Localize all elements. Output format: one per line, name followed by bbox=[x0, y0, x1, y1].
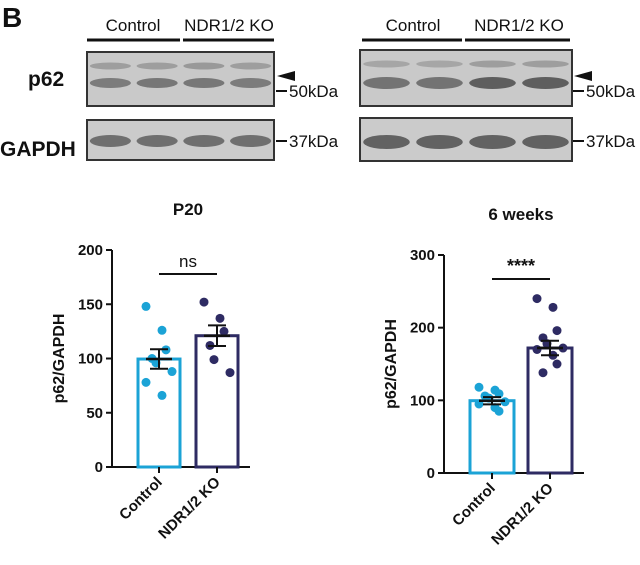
blot-band bbox=[469, 135, 516, 149]
bar bbox=[468, 399, 516, 475]
data-point bbox=[538, 368, 548, 378]
p62-bands bbox=[363, 60, 569, 89]
blot-band bbox=[469, 60, 516, 68]
blot-group-label: NDR1/2 KO bbox=[474, 16, 564, 35]
y-tick-label: 0 bbox=[95, 459, 103, 476]
data-point bbox=[494, 406, 504, 416]
band-arrowhead bbox=[574, 71, 592, 81]
blot-band bbox=[363, 60, 410, 68]
data-point bbox=[199, 297, 209, 307]
blot-band bbox=[230, 135, 272, 147]
blot-right: Control NDR1/2 KO 50kDa 37kDa bbox=[359, 16, 636, 162]
blot-band bbox=[183, 62, 225, 70]
data-point bbox=[141, 377, 151, 387]
bar bbox=[194, 334, 240, 469]
gapdh-bands bbox=[89, 135, 272, 147]
y-axis-label: p62/GAPDH bbox=[51, 314, 68, 404]
data-point bbox=[157, 390, 167, 400]
p62-row-label: p62 bbox=[28, 68, 64, 91]
blot-band bbox=[230, 78, 272, 88]
x-tick-label: NDR1/2 KO bbox=[488, 480, 557, 549]
y-tick-label: 200 bbox=[410, 320, 435, 337]
blot-band bbox=[183, 135, 225, 147]
blot-band bbox=[136, 78, 178, 88]
blot-band bbox=[469, 77, 516, 89]
blot-band bbox=[416, 60, 463, 68]
data-point bbox=[548, 302, 558, 312]
y-tick-label: 100 bbox=[78, 351, 103, 368]
data-point bbox=[141, 301, 151, 311]
blot-band bbox=[522, 77, 569, 89]
blot-band bbox=[522, 60, 569, 68]
gapdh-row-label: GAPDH bbox=[0, 138, 76, 161]
panel-label: B bbox=[2, 2, 22, 33]
marker-37kda: 37kDa bbox=[586, 132, 636, 151]
data-point bbox=[532, 344, 542, 354]
data-point bbox=[157, 325, 167, 335]
data-point bbox=[552, 359, 562, 369]
bar bbox=[136, 357, 182, 469]
y-tick-label: 0 bbox=[427, 465, 435, 482]
blot-group-label: NDR1/2 KO bbox=[184, 16, 274, 35]
blot-left: Control NDR1/2 KO p62 GAPDH 50kDa 37kDa bbox=[0, 16, 339, 161]
blot-group-label: Control bbox=[106, 16, 161, 35]
y-tick-label: 150 bbox=[78, 296, 103, 313]
gapdh-bands bbox=[363, 135, 569, 149]
data-point bbox=[209, 355, 219, 365]
data-point bbox=[494, 389, 504, 399]
y-tick-label: 200 bbox=[78, 242, 103, 259]
data-point bbox=[219, 326, 229, 336]
bar-chart-6-weeks: 6 weeks 0 100 200 300 p62/GAPDH ControlNDR1/2 … bbox=[383, 205, 584, 548]
data-point bbox=[532, 294, 542, 304]
band-arrowhead bbox=[277, 71, 295, 81]
data-point bbox=[552, 326, 562, 336]
data-point bbox=[474, 382, 484, 392]
blot-band bbox=[522, 135, 569, 149]
data-point bbox=[215, 313, 225, 323]
marker-50kda: 50kDa bbox=[289, 82, 339, 101]
chart-title: P20 bbox=[173, 200, 203, 219]
x-tick-label: Control bbox=[116, 474, 166, 524]
x-tick-label: Control bbox=[449, 480, 499, 530]
blot-band bbox=[363, 77, 410, 89]
significance-label: ns bbox=[179, 252, 197, 271]
blot-band bbox=[230, 62, 272, 70]
blot-band bbox=[416, 77, 463, 89]
marker-37kda: 37kDa bbox=[289, 132, 339, 151]
blot-band bbox=[89, 62, 131, 70]
bar bbox=[526, 346, 574, 475]
blot-band bbox=[183, 78, 225, 88]
blot-band bbox=[416, 135, 463, 149]
blot-band bbox=[363, 135, 410, 149]
blot-group-label: Control bbox=[386, 16, 441, 35]
y-tick-label: 50 bbox=[86, 405, 103, 422]
y-tick-label: 100 bbox=[410, 392, 435, 409]
blot-band bbox=[89, 135, 131, 147]
blot-band bbox=[136, 62, 178, 70]
blot-band bbox=[136, 135, 178, 147]
chart-title: 6 weeks bbox=[488, 205, 553, 224]
marker-50kda: 50kDa bbox=[586, 82, 636, 101]
x-tick-label: NDR1/2 KO bbox=[155, 474, 224, 543]
y-tick-label: 300 bbox=[410, 247, 435, 264]
blot-band bbox=[89, 78, 131, 88]
y-axis-label: p62/GAPDH bbox=[383, 319, 400, 409]
p62-bands bbox=[89, 62, 272, 88]
data-point bbox=[167, 367, 177, 377]
data-point bbox=[225, 368, 235, 378]
significance-label: **** bbox=[507, 256, 535, 276]
